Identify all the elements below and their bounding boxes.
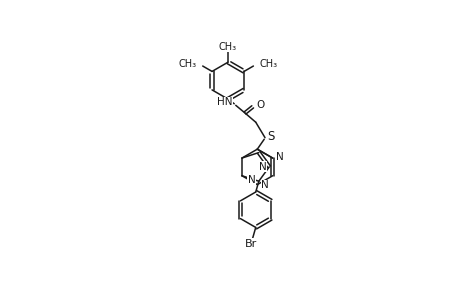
Text: N: N	[258, 162, 266, 172]
Text: N: N	[261, 180, 269, 190]
Text: O: O	[256, 100, 264, 110]
Text: N: N	[276, 152, 284, 162]
Text: S: S	[267, 130, 274, 143]
Text: HN: HN	[217, 97, 232, 107]
Text: CH₃: CH₃	[178, 59, 196, 69]
Text: N: N	[247, 175, 255, 185]
Text: Br: Br	[245, 238, 257, 249]
Text: CH₃: CH₃	[259, 59, 277, 69]
Text: CH₃: CH₃	[218, 42, 236, 52]
